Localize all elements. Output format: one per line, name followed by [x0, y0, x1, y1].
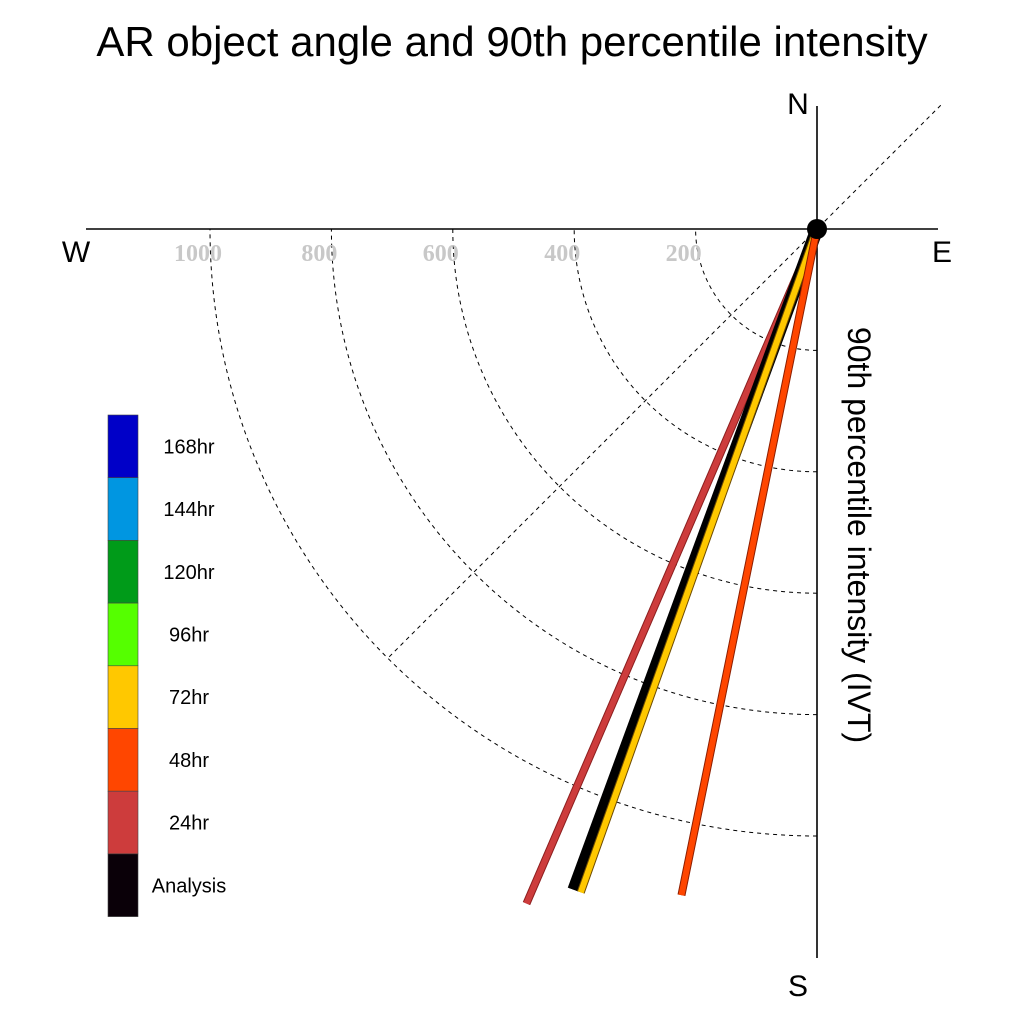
legend-label-168hr: 168hr: [163, 436, 214, 458]
compass-north: N: [787, 88, 809, 121]
range-ring-800: [330, 228, 818, 716]
radial-tick-labels: 200 400 600 800 1000: [174, 241, 702, 267]
legend-swatch-144hr: [107, 477, 139, 541]
chart-title: AR object angle and 90th percentile inte…: [96, 18, 927, 65]
legend-swatch-48hr: [107, 728, 139, 792]
legend-swatch-96hr: [107, 602, 139, 667]
legend-label-96hr: 96hr: [169, 624, 209, 646]
series-ray-72hr: [577, 227, 820, 894]
compass-east: E: [932, 236, 952, 269]
compass-west: W: [62, 236, 91, 269]
legend-label-120hr: 120hr: [163, 562, 214, 584]
range-ring-1000: [209, 228, 818, 837]
radial-axis-label: 90th percentile intensity (IVT): [841, 327, 877, 743]
tick-label-800: 800: [301, 241, 337, 267]
legend-swatch-120hr: [107, 540, 139, 604]
tick-label-400: 400: [544, 241, 580, 267]
origin-marker: [807, 219, 827, 239]
legend-label-analysis: Analysis: [152, 875, 226, 897]
legend-label-24hr: 24hr: [169, 813, 209, 835]
diagonal-gridline: [387, 104, 942, 659]
legend-swatch-analysis: [107, 853, 139, 917]
compass-south: S: [788, 970, 808, 1003]
legend: 168hr 144hr 120hr 96hr 72hr 48hr 24hr Analysis: [107, 414, 226, 917]
grid: [209, 104, 942, 837]
legend-swatch-24hr: [107, 790, 139, 855]
legend-label-48hr: 48hr: [169, 750, 209, 772]
tick-label-600: 600: [423, 241, 459, 267]
legend-label-144hr: 144hr: [163, 499, 214, 521]
series-ray-24hr: [523, 227, 820, 905]
legend-swatch-168hr: [107, 414, 139, 479]
tick-label-200: 200: [666, 241, 702, 267]
series: [522, 226, 824, 906]
legend-swatch-72hr: [107, 665, 139, 729]
tick-label-1000: 1000: [174, 241, 222, 267]
legend-label-72hr: 72hr: [169, 687, 209, 709]
series-ray-48hr: [678, 228, 820, 896]
